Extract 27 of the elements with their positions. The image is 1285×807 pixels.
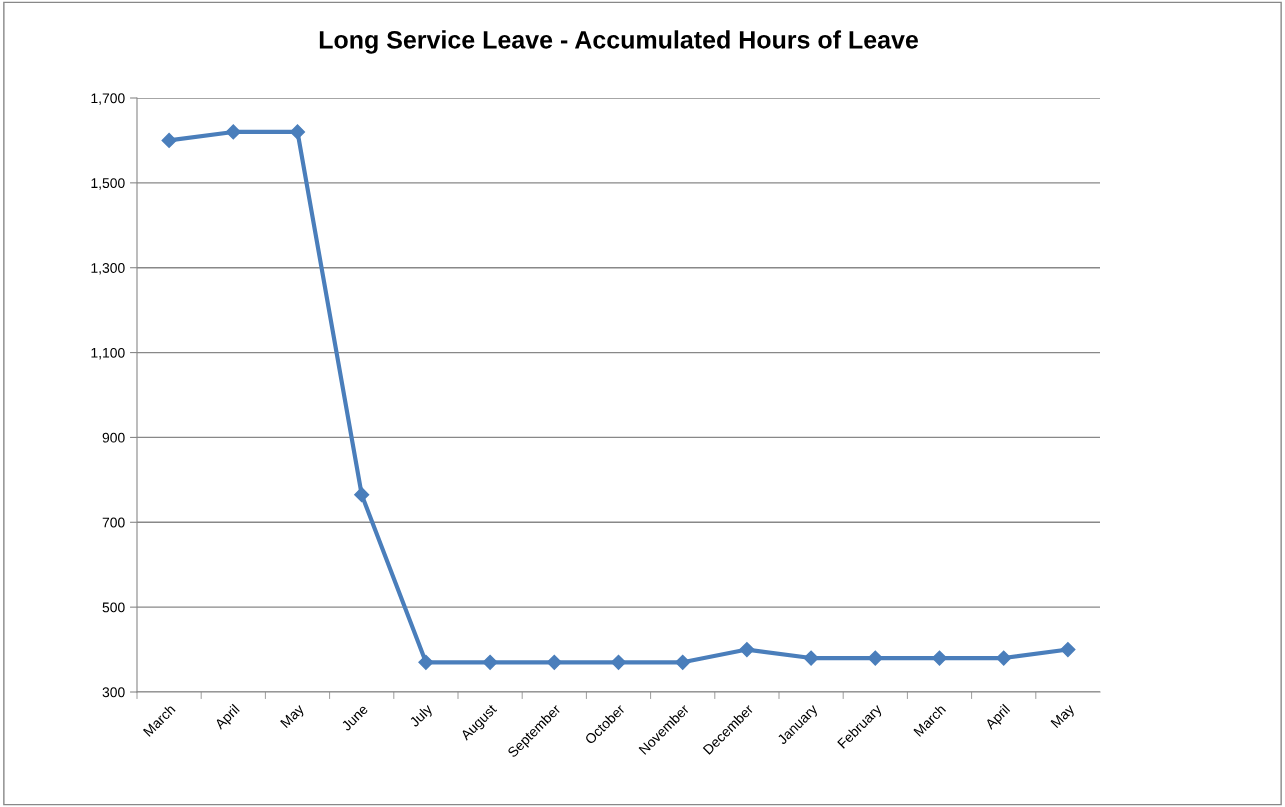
y-tick-label: 700 xyxy=(102,517,125,528)
point xyxy=(418,654,434,670)
point xyxy=(482,654,498,670)
point xyxy=(996,650,1012,666)
x-tick-label: July xyxy=(408,703,436,730)
point xyxy=(803,650,819,666)
point xyxy=(739,642,755,658)
x-tick-label: May xyxy=(1050,703,1078,731)
point xyxy=(546,654,562,670)
y-tick-label: 1,300 xyxy=(91,263,125,275)
y-tick-label: 500 xyxy=(102,602,125,613)
point xyxy=(675,654,691,670)
point xyxy=(225,124,241,140)
point xyxy=(610,654,627,670)
chart-title: Long Service Leave - Accumulated Hours of Leave xyxy=(319,30,918,54)
y-tick-label: 900 xyxy=(102,432,125,443)
y-tick-label: 300 xyxy=(102,687,125,698)
point xyxy=(931,650,948,666)
y-tick-label: 1,500 xyxy=(91,178,125,190)
point xyxy=(289,124,306,140)
point xyxy=(867,650,883,666)
point xyxy=(354,487,370,503)
point xyxy=(161,132,177,148)
y-tick-label: 1,100 xyxy=(91,347,125,360)
x-tick-label: May xyxy=(280,703,307,731)
y-tick-label: 1,700 xyxy=(91,93,125,105)
point xyxy=(1060,642,1076,658)
